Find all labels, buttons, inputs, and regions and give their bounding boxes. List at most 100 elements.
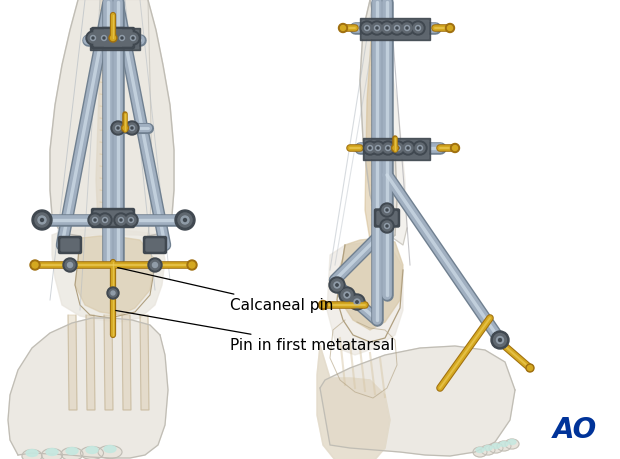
Ellipse shape: [98, 446, 122, 459]
Circle shape: [417, 27, 419, 29]
Ellipse shape: [61, 448, 83, 459]
Circle shape: [184, 218, 187, 222]
Circle shape: [339, 23, 347, 33]
Ellipse shape: [500, 442, 508, 447]
Polygon shape: [75, 236, 155, 315]
Circle shape: [331, 279, 343, 291]
Ellipse shape: [66, 448, 78, 454]
Circle shape: [189, 262, 195, 268]
Polygon shape: [8, 318, 168, 458]
Circle shape: [109, 289, 117, 297]
Circle shape: [400, 21, 414, 35]
Circle shape: [401, 141, 415, 155]
Circle shape: [413, 141, 427, 155]
Polygon shape: [337, 238, 403, 330]
Circle shape: [363, 141, 377, 155]
Polygon shape: [50, 0, 174, 236]
Circle shape: [448, 26, 453, 30]
FancyBboxPatch shape: [94, 211, 132, 225]
Circle shape: [187, 260, 197, 270]
Circle shape: [396, 146, 401, 151]
Text: AO: AO: [553, 416, 597, 444]
Circle shape: [402, 23, 412, 33]
Circle shape: [499, 339, 501, 341]
Circle shape: [128, 33, 138, 43]
Polygon shape: [86, 315, 95, 410]
Circle shape: [369, 147, 371, 149]
Circle shape: [63, 258, 77, 272]
Polygon shape: [362, 20, 428, 38]
Circle shape: [380, 21, 394, 35]
Circle shape: [381, 141, 395, 155]
Circle shape: [387, 147, 389, 149]
Circle shape: [130, 125, 135, 130]
Polygon shape: [320, 346, 515, 456]
Circle shape: [386, 146, 391, 151]
Circle shape: [453, 146, 458, 151]
Circle shape: [130, 219, 132, 221]
Circle shape: [103, 37, 105, 39]
Circle shape: [391, 145, 399, 151]
Polygon shape: [317, 345, 390, 459]
Circle shape: [377, 147, 379, 149]
Circle shape: [528, 365, 533, 370]
Ellipse shape: [505, 439, 519, 449]
Circle shape: [150, 260, 160, 270]
FancyBboxPatch shape: [104, 30, 132, 46]
Polygon shape: [327, 242, 403, 355]
Circle shape: [415, 26, 420, 30]
Circle shape: [346, 294, 348, 296]
Polygon shape: [52, 229, 165, 322]
Circle shape: [451, 144, 459, 152]
Circle shape: [113, 123, 123, 133]
Ellipse shape: [86, 447, 98, 453]
Circle shape: [117, 33, 127, 43]
Circle shape: [497, 337, 502, 342]
Circle shape: [175, 210, 195, 230]
Circle shape: [371, 141, 385, 155]
FancyBboxPatch shape: [102, 28, 135, 49]
Circle shape: [128, 218, 133, 223]
Circle shape: [495, 335, 505, 345]
Circle shape: [122, 124, 128, 131]
Ellipse shape: [46, 448, 58, 455]
Circle shape: [344, 292, 350, 298]
Circle shape: [494, 334, 507, 347]
Circle shape: [97, 31, 111, 45]
Circle shape: [384, 26, 389, 30]
Circle shape: [386, 27, 388, 29]
Circle shape: [386, 209, 388, 211]
Circle shape: [362, 23, 372, 33]
Polygon shape: [360, 18, 430, 40]
Ellipse shape: [104, 446, 116, 453]
Polygon shape: [365, 140, 428, 158]
Circle shape: [351, 296, 363, 308]
Circle shape: [35, 213, 49, 227]
Polygon shape: [122, 315, 131, 410]
Polygon shape: [96, 0, 122, 230]
Circle shape: [384, 224, 389, 229]
Circle shape: [419, 147, 421, 149]
Ellipse shape: [473, 447, 487, 457]
Circle shape: [383, 143, 393, 153]
Circle shape: [498, 338, 502, 341]
Circle shape: [382, 221, 392, 231]
Polygon shape: [90, 28, 140, 50]
Circle shape: [491, 331, 509, 349]
Circle shape: [405, 146, 410, 151]
Polygon shape: [92, 30, 138, 48]
Circle shape: [98, 213, 112, 227]
Circle shape: [356, 301, 358, 303]
Circle shape: [92, 218, 97, 223]
Circle shape: [116, 215, 126, 225]
Circle shape: [526, 364, 534, 372]
Circle shape: [127, 123, 137, 133]
FancyBboxPatch shape: [58, 236, 81, 253]
Circle shape: [493, 333, 507, 347]
Polygon shape: [140, 315, 149, 410]
Circle shape: [415, 143, 425, 153]
Circle shape: [390, 21, 404, 35]
Ellipse shape: [492, 443, 500, 448]
Circle shape: [94, 219, 96, 221]
Polygon shape: [360, 0, 397, 240]
